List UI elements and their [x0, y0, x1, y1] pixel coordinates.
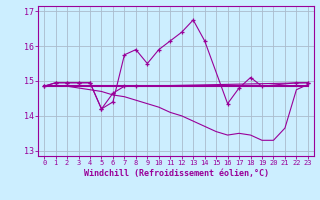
X-axis label: Windchill (Refroidissement éolien,°C): Windchill (Refroidissement éolien,°C) — [84, 169, 268, 178]
